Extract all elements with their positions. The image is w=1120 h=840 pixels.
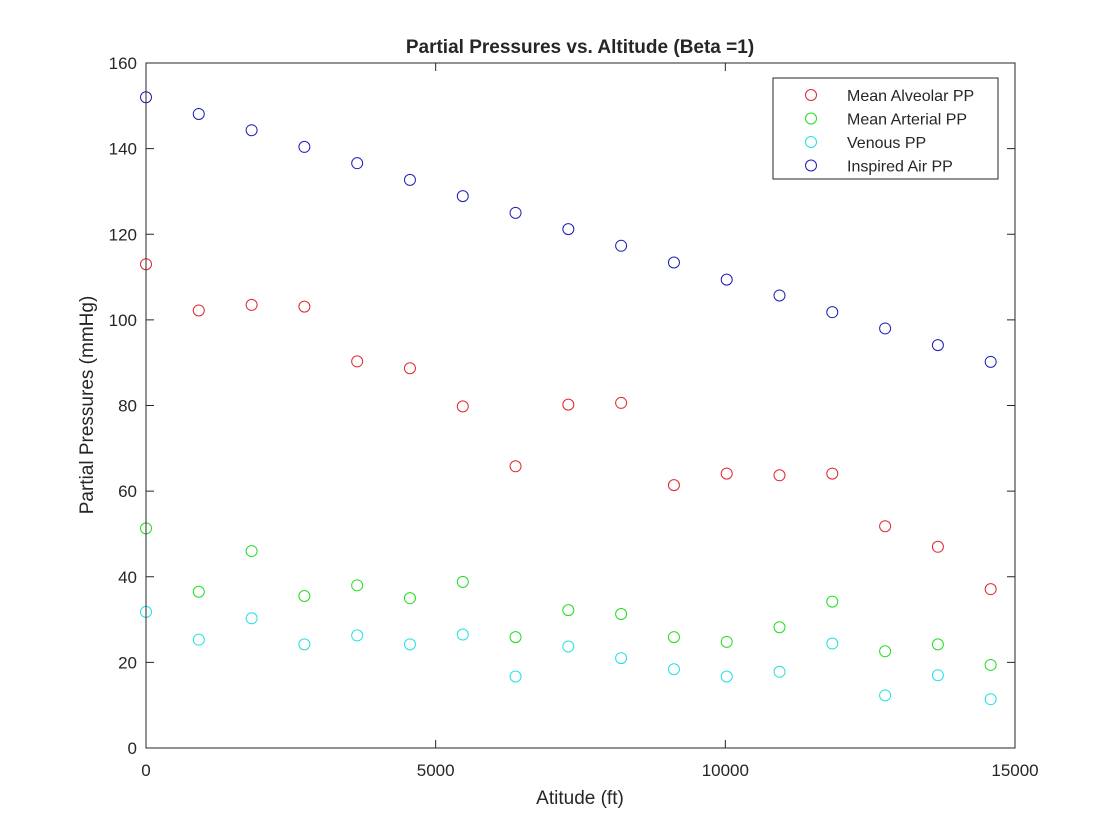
- data-point: [456, 628, 469, 641]
- data-point: [562, 604, 575, 617]
- data-point: [720, 467, 733, 480]
- data-point: [826, 306, 839, 319]
- series-0: [140, 258, 997, 596]
- y-tick-label: 60: [118, 482, 137, 501]
- data-point: [298, 140, 311, 153]
- data-point: [615, 396, 628, 409]
- data-point: [562, 640, 575, 653]
- data-point: [351, 157, 364, 170]
- data-point: [403, 173, 416, 186]
- x-tick-label: 5000: [417, 761, 455, 780]
- data-point: [351, 629, 364, 642]
- y-tick-label: 140: [109, 140, 137, 159]
- legend-label: Mean Arterial PP: [847, 112, 967, 129]
- legend-label: Inspired Air PP: [847, 159, 953, 176]
- legend-marker: [805, 89, 817, 101]
- data-point: [298, 300, 311, 313]
- series-3: [140, 91, 997, 368]
- series-1: [140, 522, 997, 671]
- axis-ticks: 0 5000 10000 15000 0 20 40 60 80 100 120 140 160: [109, 54, 1039, 780]
- data-point: [667, 631, 680, 644]
- y-tick-label: 80: [118, 397, 137, 416]
- data-point: [720, 635, 733, 648]
- data-point: [562, 223, 575, 236]
- data-point: [456, 575, 469, 588]
- legend-marker: [805, 136, 817, 148]
- series-2: [140, 605, 997, 706]
- x-tick-label: 10000: [702, 761, 749, 780]
- data-point: [509, 206, 522, 219]
- data-point: [192, 633, 205, 646]
- data-point: [773, 469, 786, 482]
- legend-label: Mean Alveolar PP: [847, 88, 974, 105]
- x-tick-label: 0: [141, 761, 150, 780]
- data-point: [879, 689, 892, 702]
- data-point: [298, 638, 311, 651]
- y-tick-label: 100: [109, 311, 137, 330]
- data-point: [879, 520, 892, 533]
- data-point: [509, 460, 522, 473]
- y-tick-label: 40: [118, 568, 137, 587]
- data-point: [192, 107, 205, 120]
- chart-title: Partial Pressures vs. Altitude (Beta =1): [406, 37, 754, 58]
- data-point: [773, 665, 786, 678]
- y-tick-label: 0: [128, 739, 137, 758]
- data-point: [192, 585, 205, 598]
- legend-entries: Mean Alveolar PP Mean Arterial PP Venous P…: [805, 88, 974, 176]
- legend-marker: [805, 159, 817, 172]
- data-point: [562, 398, 575, 411]
- x-tick-label: 15000: [991, 761, 1038, 780]
- data-point: [667, 479, 680, 492]
- y-tick-label: 160: [109, 54, 137, 73]
- data-point: [720, 273, 733, 286]
- y-tick-label: 120: [109, 225, 137, 244]
- legend-label: Venous PP: [847, 135, 926, 152]
- data-point: [509, 670, 522, 683]
- data-point: [351, 579, 364, 592]
- data-point: [509, 631, 522, 644]
- data-point: [826, 595, 839, 608]
- plot-area-border: [145, 62, 1016, 749]
- data-point: [773, 289, 786, 302]
- data-point: [615, 607, 628, 620]
- data-point: [984, 355, 997, 368]
- data-point: [351, 355, 364, 368]
- data-point: [667, 663, 680, 676]
- data-point: [931, 339, 944, 352]
- y-axis-label: Partial Pressures (mmHg): [77, 296, 98, 515]
- data-point: [984, 693, 997, 706]
- data-point: [879, 322, 892, 335]
- data-point: [984, 583, 997, 596]
- data-point: [615, 652, 628, 665]
- data-point: [403, 592, 416, 605]
- data-point: [245, 124, 258, 137]
- data-point: [720, 670, 733, 683]
- data-point: [456, 400, 469, 413]
- data-point: [931, 638, 944, 651]
- data-point: [667, 256, 680, 269]
- data-point: [403, 638, 416, 651]
- legend-marker: [805, 112, 817, 125]
- data-point: [615, 239, 628, 252]
- data-point: [456, 190, 469, 203]
- data-point: [403, 362, 416, 375]
- data-point: [192, 304, 205, 317]
- data-point: [931, 669, 944, 682]
- data-point: [826, 637, 839, 650]
- data-point: [245, 545, 258, 558]
- x-axis-label: Atitude (ft): [536, 788, 624, 809]
- legend: Mean Alveolar PP Mean Arterial PP Venous P…: [772, 77, 999, 180]
- data-point: [245, 298, 258, 311]
- data-point: [984, 658, 997, 671]
- data-point: [773, 621, 786, 634]
- data-point: [298, 590, 311, 603]
- data-point: [879, 645, 892, 658]
- data-point: [826, 467, 839, 480]
- y-tick-label: 20: [118, 653, 137, 672]
- data-point: [245, 612, 258, 625]
- data-markers: [140, 91, 997, 706]
- legend-box: [772, 77, 999, 180]
- data-point: [931, 540, 944, 553]
